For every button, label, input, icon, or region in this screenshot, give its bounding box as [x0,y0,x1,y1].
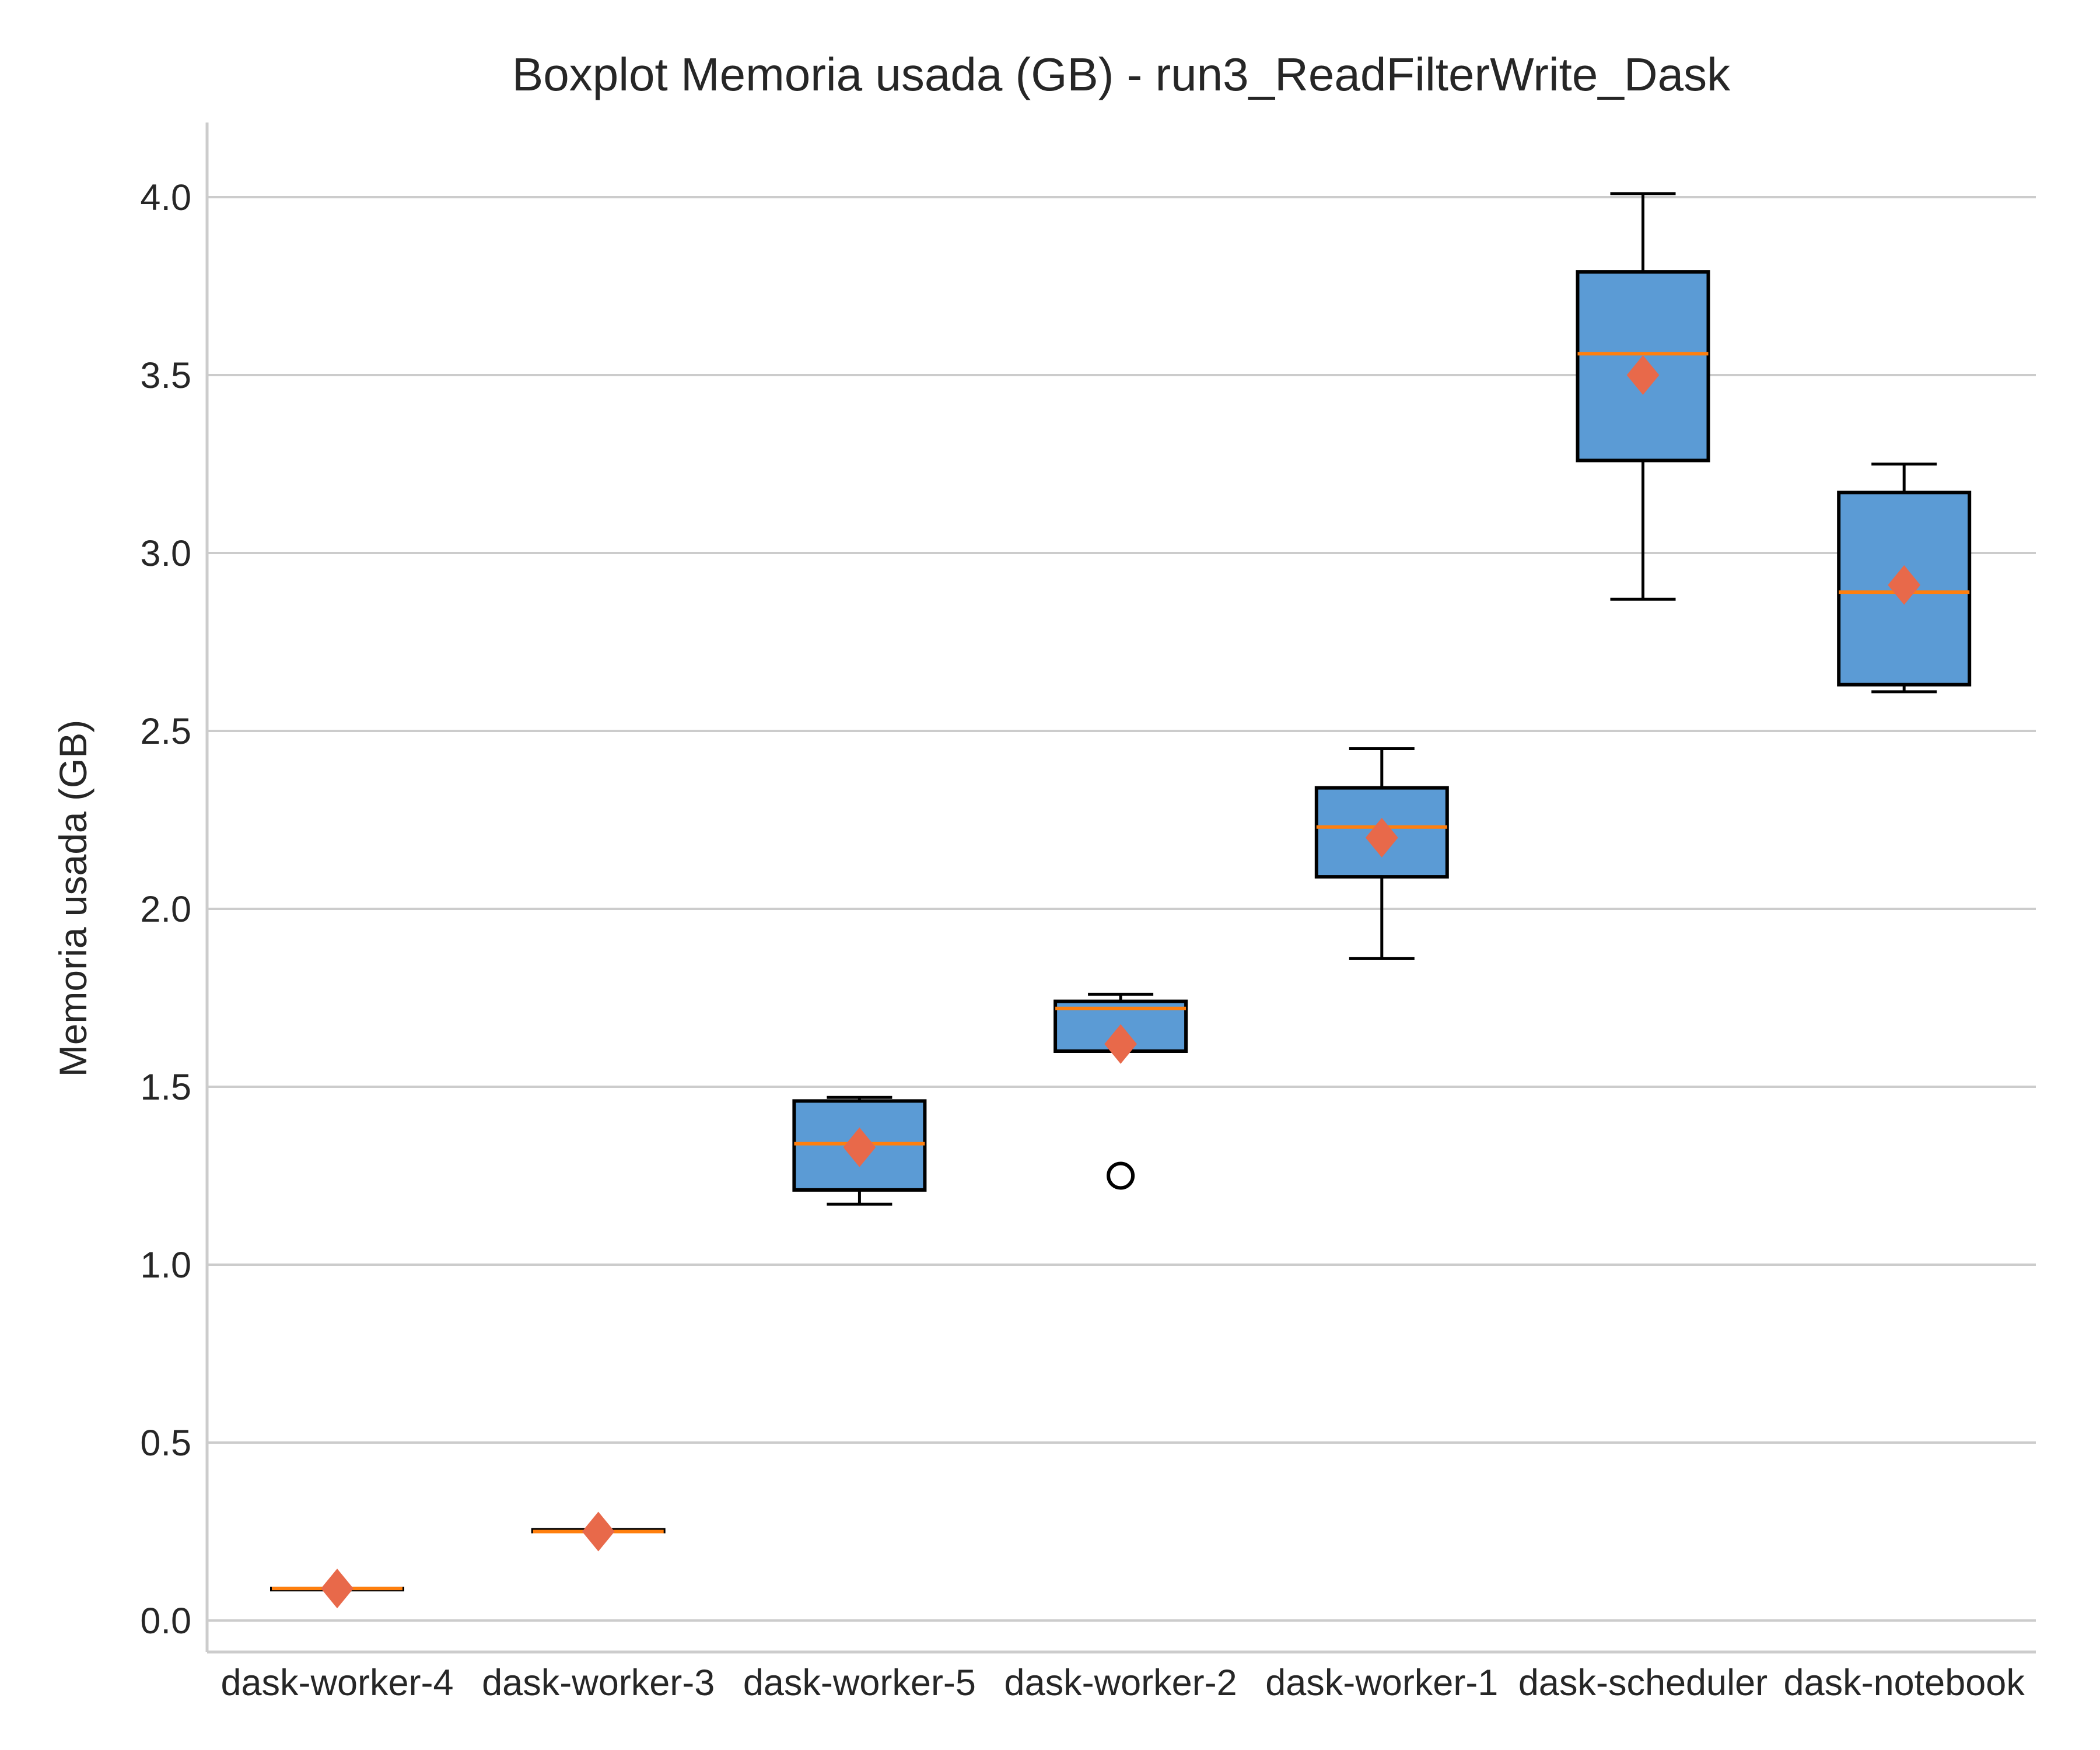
outlier-point [1107,1161,1135,1190]
box-group [1576,192,1710,601]
box-group [1054,992,1188,1190]
mean-marker [1104,1024,1137,1064]
y-tick-labels: 0.0 0.5 1.0 1.5 2.0 2.5 3.0 3.5 4.0 [140,177,191,1642]
y-tick-label: 3.5 [140,355,191,396]
mean-marker [1888,565,1921,605]
chart-title: Boxplot Memoria usada (GB) - run3_ReadFi… [512,48,1731,100]
x-tick-labels: dask-worker-4 dask-worker-3 dask-worker-5 d… [220,1662,2025,1703]
mean-marker [843,1127,876,1167]
y-tick-label: 0.5 [140,1423,191,1464]
box-group [1314,747,1449,960]
y-tick-label: 3.0 [140,533,191,574]
y-tick-label: 4.0 [140,177,191,218]
box-iqr [1314,786,1449,879]
x-tick-label: dask-scheduler [1518,1662,1768,1703]
axes-spines [205,123,2036,1654]
grid-lines [207,196,2036,1622]
x-tick-label: dask-worker-3 [482,1662,715,1703]
y-tick-label: 1.5 [140,1067,191,1108]
mean-marker [582,1511,615,1552]
boxes [270,192,1972,1609]
x-tick-label: dask-notebook [1784,1662,2025,1703]
y-tick-label: 2.5 [140,711,191,752]
x-tick-label: dask-worker-1 [1265,1662,1498,1703]
box-group [792,1096,927,1206]
box-group [531,1511,666,1552]
y-tick-label: 2.0 [140,889,191,930]
y-tick-label: 0.0 [140,1601,191,1642]
x-tick-label: dask-worker-2 [1005,1662,1237,1703]
mean-marker [321,1569,354,1609]
y-tick-label: 1.0 [140,1245,191,1286]
y-axis-label: Memoria usada (GB) [51,720,94,1077]
box-group [270,1569,404,1609]
box-group [1837,463,1972,694]
x-tick-label: dask-worker-5 [743,1662,976,1703]
x-tick-label: dask-worker-4 [220,1662,453,1703]
mean-marker [1365,818,1398,858]
mean-marker [1626,355,1660,395]
